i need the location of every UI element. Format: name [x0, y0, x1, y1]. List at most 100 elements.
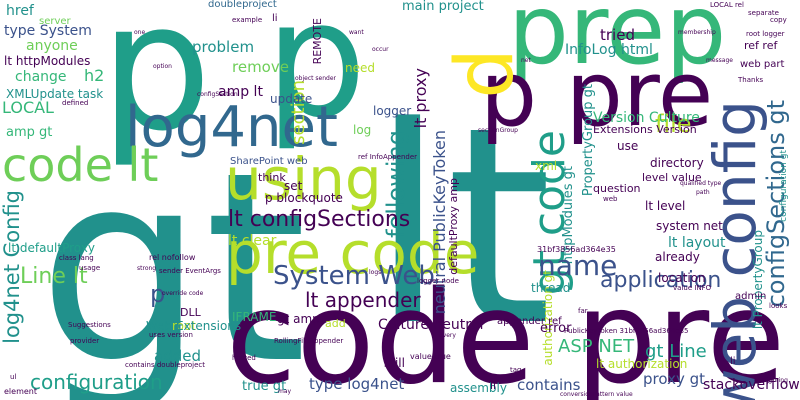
word-logs: logs — [369, 269, 382, 276]
word-update: update — [270, 92, 313, 106]
word-lt-proxy: lt proxy — [411, 68, 430, 129]
word-log4net: log4net — [125, 95, 338, 160]
word-option: option — [153, 63, 172, 70]
word-stackoverflow: stackoverflow — [703, 377, 800, 393]
word-net: net — [521, 57, 531, 64]
word-amp-gt: amp gt — [6, 125, 53, 140]
word-problem: problem — [192, 38, 255, 56]
word-line-lt: Line lt — [20, 264, 88, 289]
word-configuring: configuring — [754, 377, 788, 384]
word-application: application — [600, 268, 722, 293]
word-web: web — [603, 195, 618, 203]
word-occur: occur — [372, 46, 389, 53]
word-still: still — [384, 356, 405, 370]
word-lt: lt — [370, 70, 553, 386]
word-gt: gt — [38, 116, 308, 400]
word-web-extensions: Web Extensions — [146, 319, 242, 333]
word-membership: membership — [678, 29, 716, 36]
word-web-part: web part — [740, 59, 785, 70]
word-p-pre: p pre — [480, 42, 714, 147]
word-directory: directory — [650, 156, 704, 170]
word-provider: provider — [70, 337, 100, 345]
word-gt-amp: gt amp — [277, 312, 320, 326]
word-lt-defaultproxy: lt defaultProxy — [8, 241, 95, 255]
word-anyone: anyone — [26, 38, 78, 54]
word-remove: remove — [232, 58, 289, 76]
word-p-left: p — [100, 0, 212, 170]
word-name: name — [538, 249, 618, 282]
word-culture-neutral: Culture neutral — [378, 317, 484, 333]
word-lt-clear: lt clear — [228, 233, 277, 249]
word-xml: xml — [535, 159, 558, 173]
word-configuration: configuration — [30, 370, 163, 394]
word-suggestions: Suggestions — [68, 321, 111, 329]
word-thanks: Thanks — [738, 76, 764, 84]
word-lt-configsections: lt configSections — [228, 207, 411, 232]
word-hosted: hosted — [232, 354, 256, 362]
word-root: root — [172, 319, 197, 333]
word-admin: admin — [735, 291, 767, 302]
word-looks: looks — [769, 302, 788, 310]
word-li-b: li — [490, 379, 497, 392]
word-tried: tried — [600, 26, 635, 44]
word-p-big: p — [449, 48, 542, 99]
word-message: message — [706, 57, 733, 64]
word-far: far — [578, 307, 588, 315]
word-system-net: system net — [656, 219, 723, 233]
word-local: LOCAL — [2, 98, 54, 117]
word-lt-level: lt level — [645, 199, 686, 213]
word-defined: defined — [62, 99, 89, 107]
word-amp-lt: amp lt — [218, 84, 263, 100]
word-root-logger: root logger — [746, 30, 785, 38]
word-value-true: value true — [410, 352, 451, 361]
word-uses-version: uses version — [149, 331, 193, 339]
word-logger-node: logger node — [417, 277, 459, 285]
word-strong: strong — [137, 265, 157, 272]
word-p-small: p — [150, 280, 166, 308]
word-ul: ul — [10, 373, 17, 381]
word-location: location — [658, 271, 706, 285]
word-hex-token: 31bf3856ad364e35 — [537, 245, 616, 254]
word-propertygroup-gt: PropertyGroup gt — [581, 84, 596, 197]
word-one: one — [134, 29, 146, 36]
word-value-info: value INFO — [673, 284, 712, 292]
word-override-code: override code — [162, 290, 204, 297]
word-remote: REMOTE — [311, 18, 324, 65]
word-using: using — [225, 145, 382, 213]
word-server: server — [39, 16, 71, 27]
word-local-rel: LOCAL rel — [710, 1, 744, 9]
word-rel-nofollow: rel nofollow — [149, 253, 196, 262]
word-qualified-type: qualified type — [680, 180, 722, 187]
word-already: already — [655, 250, 700, 264]
word-code-pre: code pre — [226, 264, 786, 400]
word-every: every — [439, 332, 456, 339]
word-use: use — [617, 139, 639, 153]
word-configuration-gt: configuration gt — [779, 150, 789, 222]
word-type-system: type System — [4, 23, 92, 39]
word-lt-appender: lt appender — [305, 288, 421, 312]
word-code-lt: code lt — [2, 138, 159, 192]
word-logger: logger — [373, 104, 412, 118]
word-added: added — [154, 347, 201, 365]
word-error: error — [540, 321, 572, 336]
word-infolog-html: InfoLog html — [565, 42, 653, 58]
word-assembly: assembly — [450, 381, 507, 395]
word-li-c: li — [730, 356, 736, 367]
word-rollingfileappender: RollingFileAppender — [274, 337, 344, 345]
word-dll: DLL — [180, 306, 201, 319]
word-section: section — [288, 80, 309, 145]
word-separate: separate — [748, 9, 779, 17]
word-main-project: main project — [402, 0, 484, 14]
word-lt-httpmodules: lt httpModules — [4, 54, 91, 68]
word-thread: thread — [531, 281, 571, 295]
word-lt-propertygroup: lt PropertyGroup — [751, 230, 765, 330]
word-path: path — [696, 189, 710, 196]
word-element: element — [4, 387, 37, 396]
word-contains-doubleproject: contains doubleproject — [125, 361, 206, 369]
word-doubleproject: doubleproject — [208, 0, 277, 10]
word-pre-code: pre code — [226, 219, 480, 287]
word-log: log — [353, 123, 372, 137]
word-set: set — [284, 179, 303, 193]
word-sender-eventargs: sender EventArgs — [159, 267, 221, 275]
